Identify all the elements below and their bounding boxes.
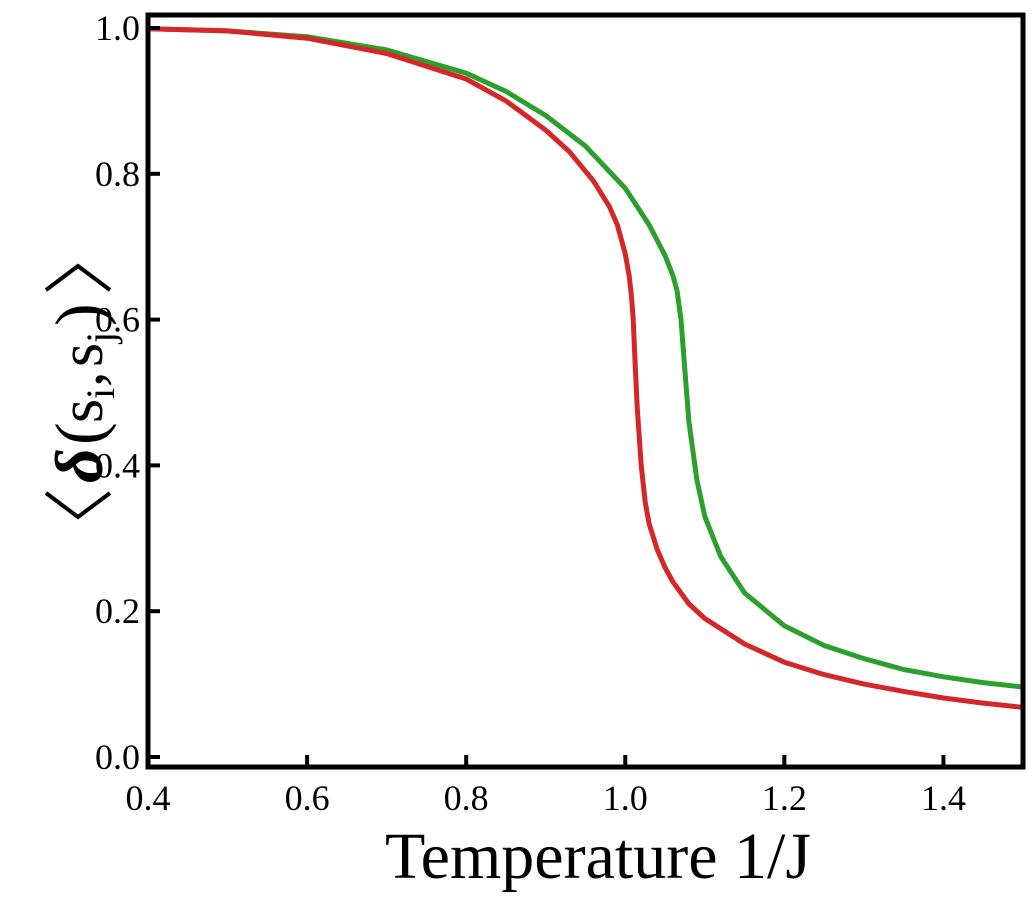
x-tick-label: 1.0 xyxy=(603,778,648,818)
x-tick-label: 0.4 xyxy=(126,778,171,818)
y-label-open-paren: ( xyxy=(41,422,117,445)
x-tick-label: 0.8 xyxy=(444,778,489,818)
x-tick-label: 1.4 xyxy=(921,778,966,818)
y-tick-label: 0.6 xyxy=(95,300,140,340)
y-tick-label: 0.0 xyxy=(95,737,140,777)
y-axis-label: δ ( s i , s j ) xyxy=(41,263,123,520)
y-label-sub-j: j xyxy=(78,332,123,345)
left-angle-bracket xyxy=(44,491,112,520)
y-label-delta: δ xyxy=(41,448,117,483)
y-tick-label: 0.2 xyxy=(95,591,140,631)
plot-frame xyxy=(145,12,1026,770)
x-tick-label: 1.2 xyxy=(762,778,807,818)
plot-lines xyxy=(145,26,1026,710)
y-label-close-paren: ) xyxy=(41,303,117,326)
x-axis-label: Temperature 1/J xyxy=(385,820,811,893)
y-label-sub-i: i xyxy=(78,388,123,399)
y-tick-label: 0.8 xyxy=(95,154,140,194)
y-ticks: 0.0 0.2 0.4 0.6 0.8 1.0 xyxy=(95,8,160,777)
x-tick-label: 0.6 xyxy=(285,778,330,818)
series-line-2 xyxy=(145,26,1026,710)
right-angle-bracket xyxy=(44,263,112,292)
x-ticks: 0.4 0.6 0.8 1.0 1.2 1.4 xyxy=(126,755,966,818)
y-label-s-j: s xyxy=(48,343,116,367)
y-tick-label: 1.0 xyxy=(95,8,140,48)
y-tick-label: 0.4 xyxy=(95,445,140,485)
series-line-1 xyxy=(145,26,1026,690)
y-label-s-i: s xyxy=(48,399,116,423)
y-label-comma: , xyxy=(48,372,116,388)
